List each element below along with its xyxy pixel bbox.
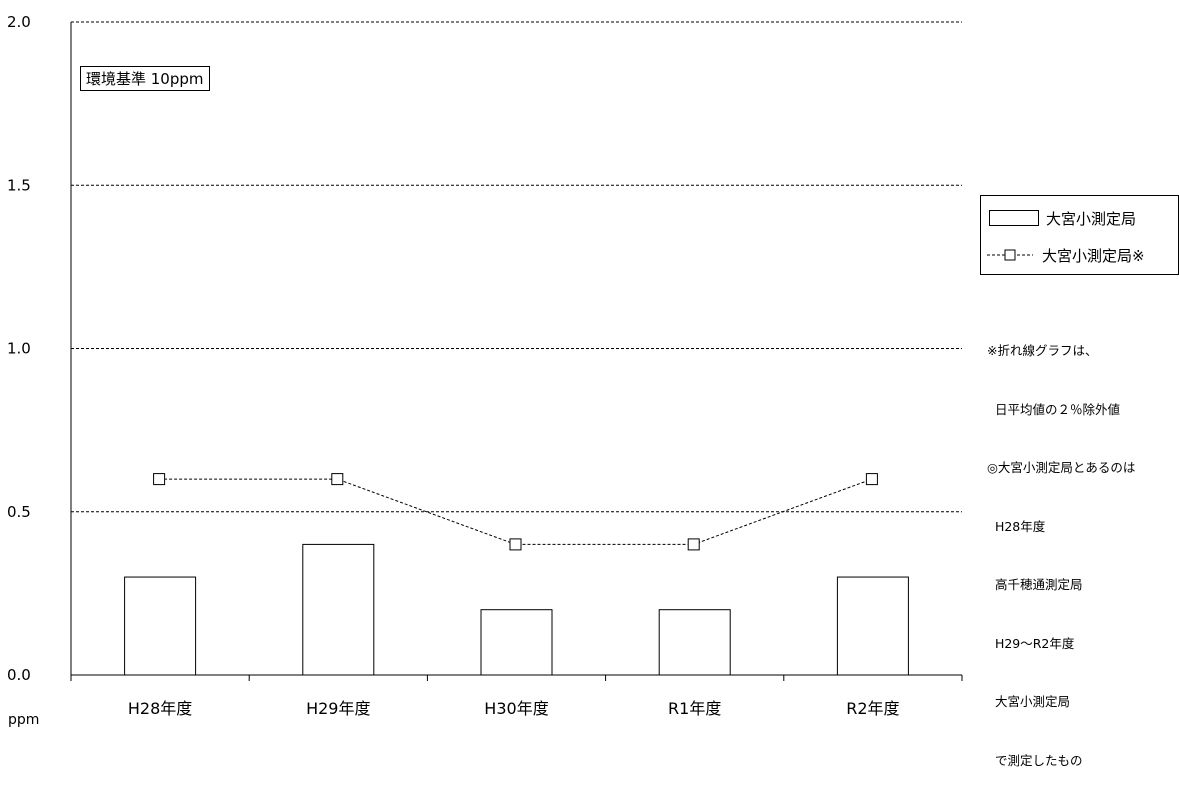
line-point-marker xyxy=(509,538,522,551)
bar xyxy=(302,543,375,676)
chart-plot: 0.0 0.5 1.0 1.5 2.0 H28年度 H29年度 H30年度 R1年度 R2年度 xyxy=(7,13,963,718)
footnote-line: ※折れ線グラフは、 xyxy=(987,343,1098,358)
legend-label-line: 大宮小測定局※ xyxy=(1042,246,1145,265)
environmental-standard-box: 環境基準 10ppm xyxy=(80,66,210,91)
legend-label-bar: 大宮小測定局 xyxy=(1046,209,1137,228)
legend-item-bar: 大宮小測定局 xyxy=(981,205,1136,231)
bar xyxy=(480,609,553,676)
x-tick-label: H28年度 xyxy=(128,699,192,718)
line-point-marker xyxy=(331,473,344,486)
footnote-line: H29～R2年度 xyxy=(987,635,1075,651)
bar xyxy=(658,609,731,676)
footnote-line: で測定したもの xyxy=(987,752,1083,768)
y-axis-unit-label: ppm xyxy=(8,712,40,728)
line-series xyxy=(153,473,878,551)
x-tick-label: R1年度 xyxy=(668,699,721,718)
x-tick-label: H29年度 xyxy=(306,699,370,718)
footnote: ※折れ線グラフは、 日平均値の２％除外値 ◎大宮小測定局とあるのは H28年度 … xyxy=(987,302,1135,790)
footnote-line: H28年度 xyxy=(987,518,1046,534)
x-tick-labels: H28年度 H29年度 H30年度 R1年度 R2年度 xyxy=(128,699,900,718)
y-tick-label: 0.0 xyxy=(7,666,31,684)
line-point-marker xyxy=(687,538,700,551)
x-tick-label: H30年度 xyxy=(484,699,548,718)
footnote-line: 日平均値の２％除外値 xyxy=(987,401,1120,417)
axes xyxy=(70,22,963,681)
legend: 大宮小測定局 大宮小測定局※ xyxy=(980,195,1179,275)
legend-swatch-bar xyxy=(989,210,1039,226)
y-tick-labels: 0.0 0.5 1.0 1.5 2.0 xyxy=(7,13,31,684)
footnote-line: 高千穂通測定局 xyxy=(987,577,1083,592)
bar-series xyxy=(124,543,909,676)
line-point-marker xyxy=(153,473,166,486)
legend-swatch-line xyxy=(987,249,1033,261)
legend-item-line: 大宮小測定局※ xyxy=(981,242,1145,268)
y-tick-label: 1.0 xyxy=(7,340,31,358)
footnote-line: 大宮小測定局 xyxy=(987,694,1070,709)
footnote-line: ◎大宮小測定局とあるのは xyxy=(987,460,1136,475)
y-tick-label: 1.5 xyxy=(7,176,31,194)
y-tick-label: 0.5 xyxy=(7,503,31,521)
bar xyxy=(836,576,909,676)
y-tick-label: 2.0 xyxy=(7,13,31,31)
bar xyxy=(124,576,197,676)
x-tick-label: R2年度 xyxy=(846,699,899,718)
grid-lines xyxy=(71,21,962,513)
line-point-marker xyxy=(865,473,878,486)
